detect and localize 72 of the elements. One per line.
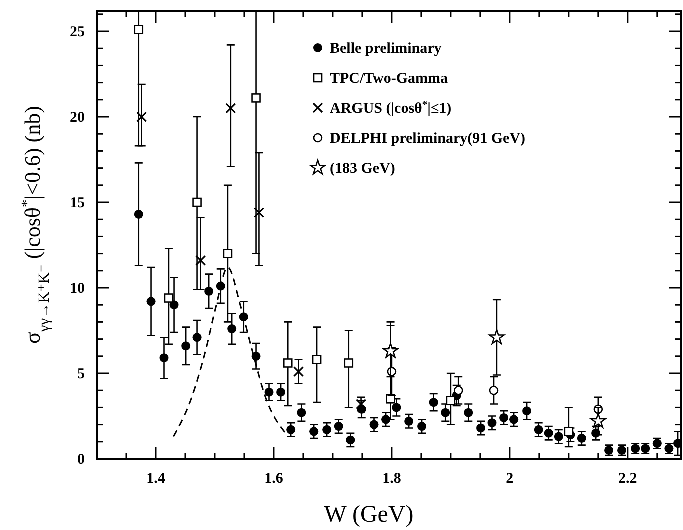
x-tick-label: 2.2: [618, 471, 638, 487]
point: [297, 408, 306, 418]
point: [254, 207, 265, 218]
point: [192, 198, 202, 208]
point: [276, 388, 286, 397]
point: [283, 358, 293, 368]
point: [228, 324, 237, 334]
point: [223, 249, 233, 258]
point: [418, 422, 427, 432]
point: [464, 408, 474, 418]
point: [216, 282, 226, 291]
point: [239, 312, 248, 322]
point: [286, 425, 296, 434]
point: [182, 342, 191, 351]
point: [510, 415, 519, 424]
point: [554, 432, 564, 442]
point: [476, 424, 486, 433]
x-tick-label: 2: [506, 471, 514, 487]
point: [192, 333, 202, 342]
legend-label: Belle preliminary: [330, 41, 442, 57]
y-tick-label: 15: [70, 196, 85, 212]
point: [134, 210, 144, 219]
point: [252, 352, 261, 361]
point: [310, 427, 319, 436]
point: [226, 103, 236, 114]
point: [382, 343, 399, 358]
point: [196, 255, 206, 266]
point: [293, 366, 304, 378]
x-tick-label: 1.6: [264, 471, 284, 487]
y-tick-label: 25: [70, 24, 85, 41]
x-tick-label: 1.8: [382, 471, 402, 487]
x-tick-label: 1.4: [146, 471, 166, 487]
point: [134, 25, 144, 34]
point: [489, 386, 499, 396]
point: [534, 425, 544, 434]
point: [590, 413, 606, 428]
y-tick-label: 0: [78, 452, 85, 468]
point: [522, 406, 532, 416]
point: [489, 329, 505, 344]
y-tick-label: 20: [70, 110, 85, 126]
point: [488, 418, 497, 428]
point: [170, 300, 179, 310]
point: [370, 420, 379, 430]
legend-label: TPC/Two-Gamma: [330, 71, 449, 87]
point: [334, 422, 344, 432]
point: [404, 416, 414, 426]
point: [544, 428, 554, 438]
point: [204, 286, 214, 296]
x-axis-title: W (GeV): [324, 502, 414, 528]
point: [346, 436, 356, 445]
legend-label: DELPHI preliminary(91 GeV): [330, 131, 526, 147]
point: [164, 294, 174, 303]
point: [146, 297, 156, 306]
point: [446, 396, 456, 406]
y-tick-label: 5: [78, 366, 85, 383]
point: [500, 413, 509, 422]
legend-label: (183 GeV): [330, 161, 396, 177]
y-tick-label: 10: [70, 281, 85, 298]
point: [160, 354, 169, 363]
point: [429, 398, 438, 408]
point: [454, 386, 464, 396]
point: [441, 408, 450, 418]
legend-label: ARGUS (|cosθ$^{*}$|≤1): [330, 100, 452, 117]
point: [344, 358, 354, 368]
point: [136, 112, 148, 122]
point: [264, 388, 274, 397]
point: [312, 355, 322, 364]
point: [577, 434, 586, 443]
point: [322, 425, 332, 434]
point: [392, 403, 402, 412]
point: [252, 94, 261, 103]
point: [564, 426, 574, 436]
